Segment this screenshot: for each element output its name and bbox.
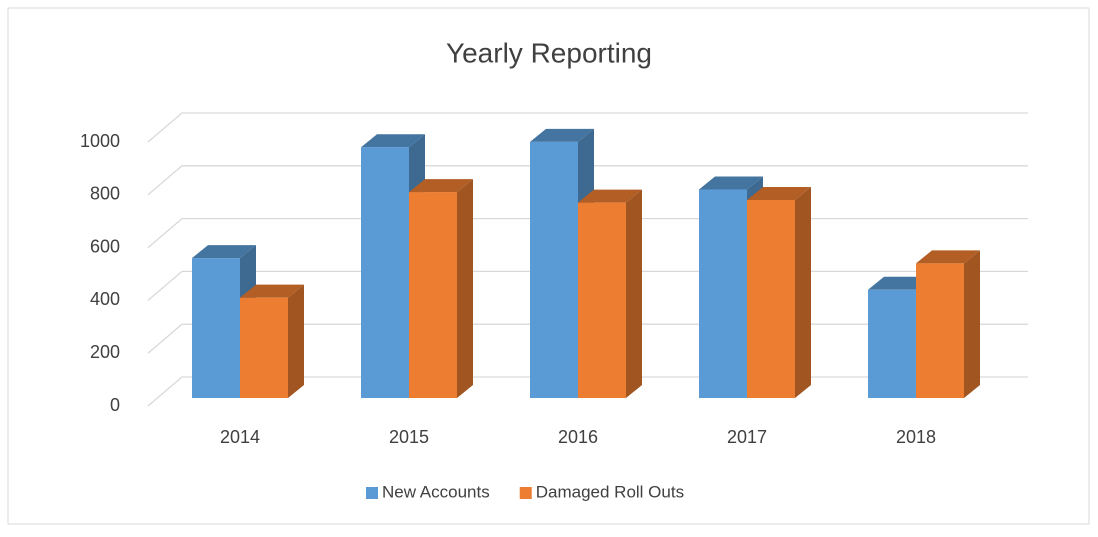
y-tick-label: 0 [110, 395, 120, 415]
bar-top [409, 179, 473, 193]
bar-front [530, 141, 578, 399]
bar-top [192, 245, 256, 259]
x-tick-label: 2014 [220, 427, 260, 447]
y-tick-label: 400 [90, 289, 120, 309]
bar-top [747, 187, 811, 200]
bar-side [795, 187, 811, 398]
bar [192, 245, 256, 398]
bar-front [192, 258, 240, 398]
bar [409, 179, 473, 398]
bar-side [964, 250, 980, 398]
bar-side [288, 284, 304, 398]
chart-title: Yearly Reporting [446, 37, 652, 68]
bar [578, 189, 642, 398]
legend-label: New Accounts [382, 482, 490, 501]
y-tick-label: 800 [90, 184, 120, 204]
bar-front [409, 192, 457, 398]
y-tick-label: 1000 [80, 131, 120, 151]
bar-front [578, 202, 626, 398]
bar-top [578, 189, 642, 203]
bar-front [240, 297, 288, 398]
bar-top [916, 250, 980, 264]
x-tick-label: 2017 [727, 427, 767, 447]
y-tick-label: 600 [90, 236, 120, 256]
bar-front [361, 147, 409, 398]
legend-swatch [519, 487, 532, 499]
bar-side [626, 189, 642, 398]
bar-front [916, 263, 964, 398]
bar-top [240, 284, 304, 298]
y-tick-label: 200 [90, 342, 120, 362]
bar-front [699, 189, 747, 398]
legend-label: Damaged Roll Outs [536, 482, 684, 501]
bar-top [361, 134, 425, 148]
bar [240, 284, 304, 398]
legend-swatch [366, 487, 378, 499]
grid-line [147, 112, 1028, 143]
bar-front [747, 200, 795, 398]
bar [747, 187, 811, 398]
bar-side [457, 179, 473, 398]
x-tick-label: 2016 [558, 427, 598, 447]
bar-front [868, 289, 916, 398]
x-tick-label: 2015 [389, 427, 429, 447]
x-tick-label: 2018 [896, 427, 936, 447]
bar-top [699, 176, 763, 190]
grid-line [147, 165, 1028, 196]
bar-top [530, 128, 594, 142]
bar [916, 250, 980, 398]
